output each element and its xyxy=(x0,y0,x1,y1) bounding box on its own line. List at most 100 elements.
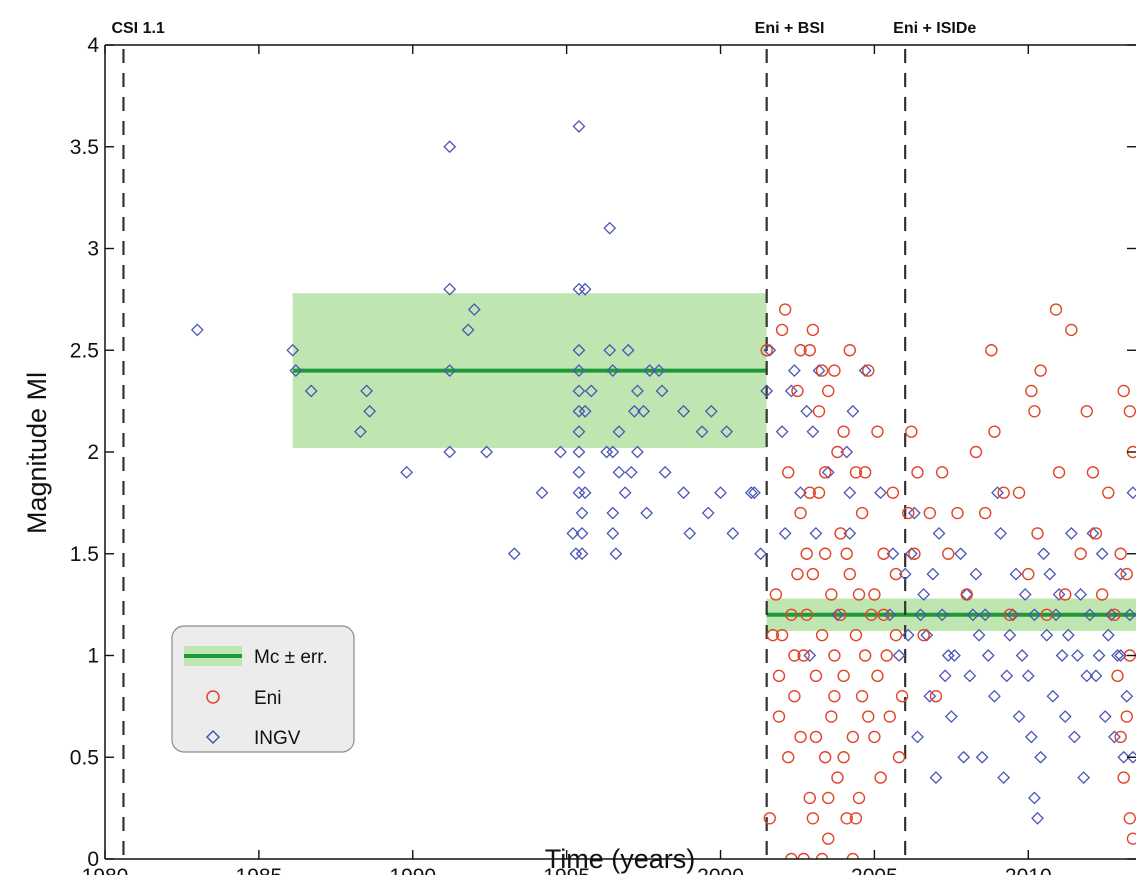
ingv-point-34 xyxy=(578,404,592,418)
eni-point-16 xyxy=(797,852,810,859)
ingv-point-145 xyxy=(1055,649,1069,662)
ingv-point-4 xyxy=(354,425,367,439)
ingv-point-125 xyxy=(1095,547,1109,561)
eni-point-131 xyxy=(837,751,850,764)
y-tick-label-1: 0.5 xyxy=(70,746,99,769)
ingv-point-123 xyxy=(1083,608,1097,622)
ingv-point-76 xyxy=(787,364,801,378)
ingv-point-19 xyxy=(569,547,583,561)
eni-point-19 xyxy=(803,791,816,805)
eni-point-97 xyxy=(1114,547,1127,560)
eni-point-8 xyxy=(782,466,795,479)
eni-point-46 xyxy=(849,628,863,642)
ingv-point-162 xyxy=(1074,588,1088,601)
eni-point-26 xyxy=(815,628,829,642)
ingv-point-138 xyxy=(975,750,989,764)
eni-point-113 xyxy=(834,608,847,621)
eni-point-81 xyxy=(1025,384,1038,398)
eni-point-104 xyxy=(1120,710,1133,723)
ingv-point-124 xyxy=(1089,669,1103,683)
ingv-point-73 xyxy=(775,425,789,439)
ingv-point-148 xyxy=(1086,526,1100,540)
ingv-point-44 xyxy=(609,547,623,561)
ingv-point-54 xyxy=(640,506,654,520)
eni-point-92 xyxy=(1086,466,1100,479)
ingv-point-21 xyxy=(572,282,586,296)
eni-point-4 xyxy=(772,669,786,683)
ingv-point-47 xyxy=(618,486,632,500)
eni-point-15 xyxy=(797,649,810,662)
ingv-point-161 xyxy=(1061,628,1075,642)
eni-point-110 xyxy=(800,608,813,621)
ingv-point-144 xyxy=(1043,567,1057,581)
eni-point-85 xyxy=(1040,608,1053,621)
ingv-point-143 xyxy=(1034,750,1048,764)
ingv-point-8 xyxy=(443,140,457,154)
eni-point-95 xyxy=(1102,486,1115,499)
ingv-point-91 xyxy=(904,547,918,561)
eni-point-39 xyxy=(837,669,850,683)
ingv-point-72 xyxy=(763,343,777,357)
ingv-point-11 xyxy=(443,445,457,459)
eni-point-87 xyxy=(1052,466,1066,479)
eni-point-32 xyxy=(825,588,838,601)
ingv-point-3 xyxy=(304,384,318,398)
eni-point-53 xyxy=(871,425,884,438)
ingv-point-93 xyxy=(914,608,927,622)
eni-point-11 xyxy=(788,690,801,703)
eni-point-120 xyxy=(803,486,816,499)
ingv-point-53 xyxy=(637,404,651,418)
eni-point-42 xyxy=(843,567,856,581)
ingv-point-111 xyxy=(1024,730,1038,744)
eni-point-58 xyxy=(883,710,896,723)
eni-point-129 xyxy=(806,812,820,825)
ingv-point-122 xyxy=(1077,771,1091,785)
ingv-point-67 xyxy=(726,526,740,540)
ingv-point-29 xyxy=(572,486,586,500)
ingv-point-94 xyxy=(920,628,934,642)
eni-point-100 xyxy=(1123,405,1136,418)
eni-point-28 xyxy=(818,466,832,479)
eni-point-57 xyxy=(880,649,893,662)
eni-point-112 xyxy=(825,710,838,723)
eni-point-109 xyxy=(788,649,801,662)
ingv-point-110 xyxy=(1015,649,1029,662)
ingv-point-84 xyxy=(843,486,857,500)
ingv-point-37 xyxy=(600,445,614,459)
ingv-point-150 xyxy=(1111,649,1124,662)
ingv-point-5 xyxy=(360,384,374,398)
legend-label-ingv: INGV xyxy=(254,728,301,749)
eni-point-9 xyxy=(785,608,798,621)
legend-label-mc: Mc ± err. xyxy=(254,647,328,668)
ingv-point-103 xyxy=(972,628,986,642)
ingv-point-28 xyxy=(572,465,586,479)
eni-point-133 xyxy=(889,567,903,581)
ingv-point-68 xyxy=(744,486,758,500)
eni-point-55 xyxy=(874,771,887,784)
eni-point-49 xyxy=(858,649,872,662)
eni-point-118 xyxy=(782,751,795,764)
ingv-point-12 xyxy=(461,323,475,337)
ingv-point-155 xyxy=(941,649,955,662)
eni-point-82 xyxy=(1028,405,1041,418)
ingv-point-24 xyxy=(572,384,586,398)
eni-point-70 xyxy=(942,547,955,560)
ingv-point-26 xyxy=(572,425,586,439)
eni-point-54 xyxy=(871,669,884,683)
eni-point-68 xyxy=(929,690,943,703)
ingv-point-58 xyxy=(658,465,672,479)
ingv-point-140 xyxy=(997,771,1011,785)
eni-point-27 xyxy=(815,852,829,859)
ingv-point-64 xyxy=(704,404,718,418)
eni-point-69 xyxy=(935,466,949,479)
ingv-point-7 xyxy=(400,465,414,479)
eni-point-35 xyxy=(831,445,844,459)
ingv-point-151 xyxy=(1117,750,1131,764)
eni-point-94 xyxy=(1095,588,1109,601)
eni-point-130 xyxy=(822,791,835,805)
ingv-point-6 xyxy=(363,404,377,418)
ingv-point-45 xyxy=(612,465,626,479)
ingv-point-80 xyxy=(809,526,823,540)
eni-point-61 xyxy=(892,751,906,764)
ingv-point-50 xyxy=(627,404,641,418)
